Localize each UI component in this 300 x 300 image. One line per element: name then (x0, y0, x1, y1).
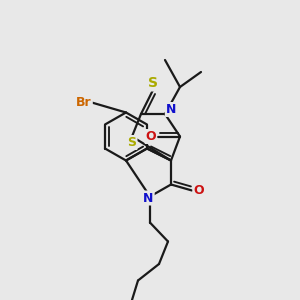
Text: S: S (128, 136, 136, 149)
Text: O: O (146, 130, 156, 143)
Text: S: S (148, 76, 158, 90)
Text: N: N (166, 103, 176, 116)
Text: O: O (193, 184, 204, 197)
Text: Br: Br (76, 95, 92, 109)
Text: N: N (143, 191, 154, 205)
